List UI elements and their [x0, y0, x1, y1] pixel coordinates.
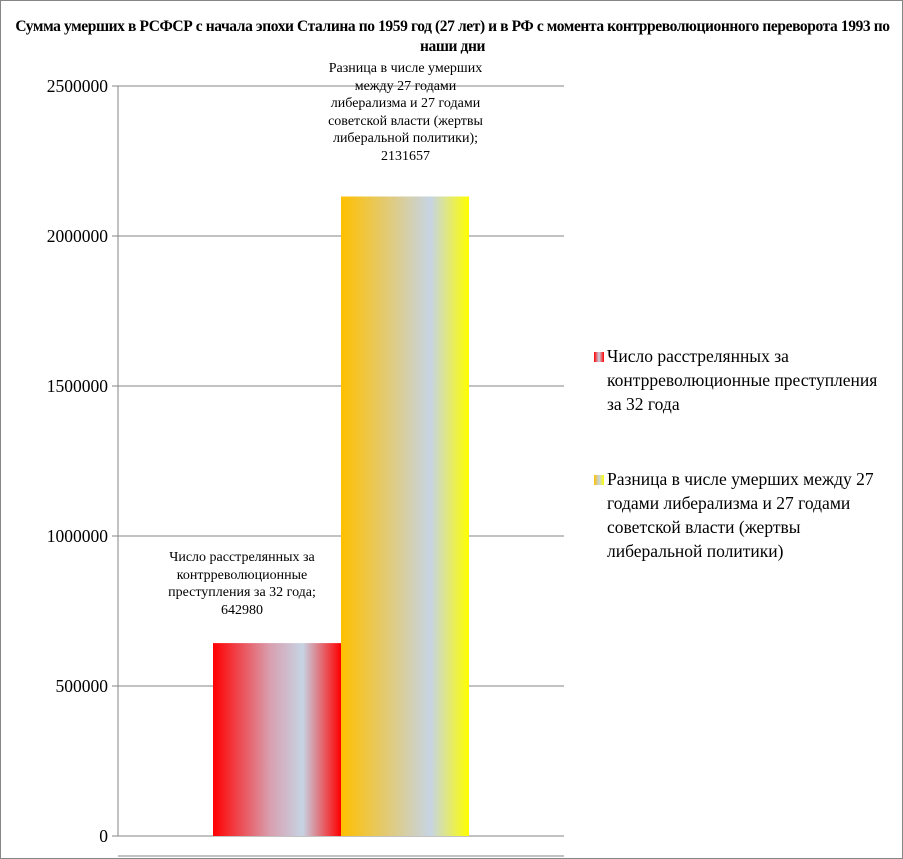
y-tick-label: 2000000 — [47, 226, 109, 246]
legend-item-0: Число расстрелянных за контрреволюционны… — [594, 344, 894, 416]
legend-swatch — [594, 352, 604, 362]
chart-title: Сумма умерших в РСФСР с начала эпохи Ста… — [15, 18, 890, 55]
y-tick-label: 0 — [99, 826, 108, 846]
data-label-series-1: Разница в числе умерших между 27 годами … — [328, 61, 483, 164]
bar-series-0 — [213, 643, 341, 836]
data-label-series-0: Число расстрелянных за контрреволюционны… — [168, 550, 316, 618]
y-tick-label: 1000000 — [47, 526, 109, 546]
y-tick-label: 1500000 — [47, 376, 109, 396]
y-tick-label: 2500000 — [47, 76, 109, 96]
y-tick-label: 500000 — [56, 676, 109, 696]
bar-series-1 — [341, 196, 469, 836]
legend-swatch — [594, 475, 604, 485]
legend-item-1: Разница в числе умерших между 27 годами … — [594, 467, 894, 563]
